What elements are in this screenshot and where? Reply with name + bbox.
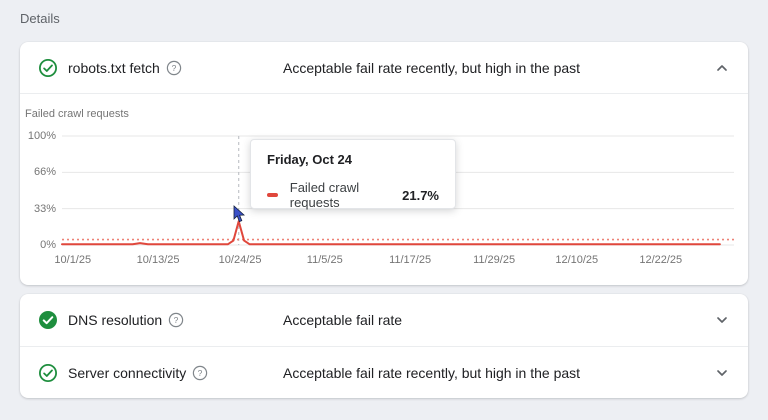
help-icon[interactable]: ?	[192, 365, 208, 381]
svg-text:?: ?	[171, 63, 176, 73]
help-icon[interactable]: ?	[166, 60, 182, 76]
check-circle-filled-icon	[38, 310, 58, 330]
svg-text:?: ?	[198, 368, 203, 378]
check-circle-outline-icon	[38, 363, 58, 383]
failed-crawl-requests-series	[61, 220, 721, 246]
y-axis-tick-label: 33%	[33, 202, 56, 215]
header-divider	[20, 93, 748, 94]
row-divider	[20, 346, 748, 347]
row-status: Acceptable fail rate recently, but high …	[283, 365, 581, 381]
row-title: robots.txt fetch	[68, 59, 160, 76]
svg-text:?: ?	[174, 315, 179, 325]
x-axis-tick-label: 10/13/25	[136, 254, 180, 266]
x-axis-tick-label: 10/1/25	[54, 254, 92, 266]
y-axis-tick-label: 100%	[27, 130, 56, 142]
tooltip-value: 21.7%	[402, 187, 439, 203]
mouse-cursor-icon	[233, 205, 245, 223]
tooltip-series-row: Failed crawl requests 21.7%	[267, 180, 439, 210]
row-title: DNS resolution	[68, 312, 163, 328]
x-axis-tick-label: 11/17/25	[389, 254, 432, 266]
robots-txt-fetch-row[interactable]: robots.txt fetch ? Acceptable fail rate …	[20, 42, 748, 93]
dns-resolution-row[interactable]: DNS resolution ? Acceptable fail rate	[20, 294, 748, 346]
help-icon[interactable]: ?	[168, 312, 184, 328]
server-connectivity-row[interactable]: Server connectivity ? Acceptable fail ra…	[20, 347, 748, 399]
tooltip-series-label: Failed crawl requests	[289, 180, 360, 210]
chevron-down-icon[interactable]	[712, 363, 732, 383]
row-status: Acceptable fail rate	[283, 312, 403, 328]
x-axis-tick-label: 12/22/25	[639, 254, 683, 266]
y-axis-tick-label: 0%	[40, 239, 56, 251]
failed-crawl-requests-chart[interactable]: Failed crawl requests 0% 33% 66% 100% 10/1/…	[20, 94, 748, 285]
x-axis-tick-label: 11/5/25	[306, 254, 343, 266]
robots-txt-fetch-card: robots.txt fetch ? Acceptable fail rate …	[20, 42, 748, 285]
row-title: Server connectivity	[68, 365, 187, 381]
row-status: Acceptable fail rate recently, but high …	[283, 59, 581, 76]
series-legend-dash-icon	[267, 193, 278, 197]
x-axis-tick-label: 10/24/25	[218, 254, 262, 266]
chevron-up-icon[interactable]	[712, 58, 732, 78]
check-circle-outline-icon	[38, 58, 58, 78]
chart-tooltip: Friday, Oct 24 Failed crawl requests 21.…	[250, 139, 456, 210]
page-title: Details	[20, 11, 60, 26]
chevron-down-icon[interactable]	[712, 310, 732, 330]
y-axis-tick-label: 66%	[33, 166, 56, 179]
chart-title: Failed crawl requests	[25, 108, 129, 120]
x-axis-tick-label: 12/10/25	[555, 254, 599, 266]
tooltip-date: Friday, Oct 24	[267, 152, 353, 167]
x-axis-tick-label: 11/29/25	[473, 254, 516, 266]
host-status-list-card: DNS resolution ? Acceptable fail rate Se…	[20, 294, 748, 398]
